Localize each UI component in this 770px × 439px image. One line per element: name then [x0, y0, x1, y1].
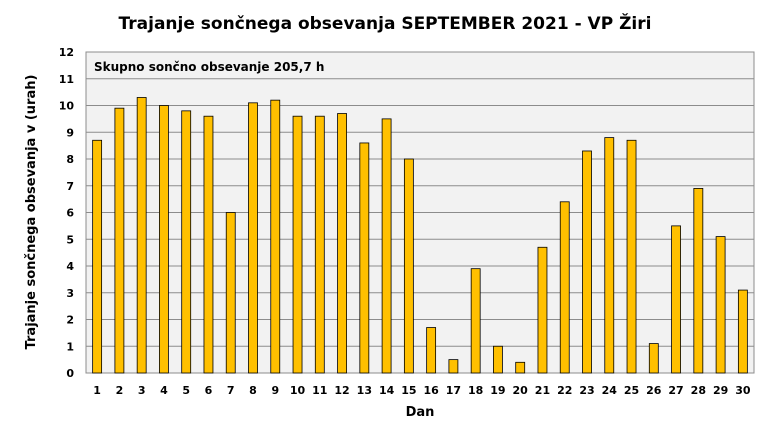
x-tick-label: 2: [116, 384, 124, 397]
y-tick-label: 12: [59, 46, 74, 59]
bar-day-30: [737, 289, 748, 374]
bar-day-8: [248, 102, 258, 374]
y-tick-label: 0: [66, 367, 74, 380]
x-tick-label: 11: [312, 384, 327, 397]
y-tick-label: 9: [66, 126, 74, 139]
total-annotation: Skupno sončno obsevanje 205,7 h: [94, 60, 324, 74]
bar-day-20: [515, 361, 526, 374]
x-tick-label: 24: [602, 384, 618, 397]
bars: [92, 97, 748, 374]
bar-day-5: [181, 110, 192, 374]
bar-day-3: [136, 97, 147, 374]
bar-day-15: [403, 158, 414, 374]
bar-day-7: [225, 212, 236, 374]
bar-day-1: [92, 139, 103, 374]
x-tick-label: 9: [271, 384, 279, 397]
x-tick-label: 4: [160, 384, 168, 397]
bar-day-18: [470, 268, 481, 374]
bar-day-26: [648, 343, 659, 374]
bar-day-23: [582, 150, 592, 374]
bar-day-19: [493, 345, 503, 374]
bar-day-10: [292, 115, 303, 374]
x-tick-label: 16: [423, 384, 439, 397]
bar-day-12: [337, 113, 347, 374]
y-tick-label: 5: [66, 233, 74, 246]
x-tick-label: 30: [735, 384, 751, 397]
x-tick-label: 22: [557, 384, 572, 397]
y-axis-label: Trajanje sončnega obsevanja v (urah): [24, 75, 39, 350]
x-tick-label: 21: [535, 384, 550, 397]
bar-day-25: [626, 139, 637, 374]
y-tick-label: 11: [59, 73, 74, 86]
y-tick-label: 4: [66, 260, 74, 273]
y-tick-label: 3: [66, 287, 74, 300]
bar-day-9: [270, 99, 281, 374]
bar-day-16: [426, 327, 437, 374]
x-tick-label: 15: [401, 384, 416, 397]
bar-day-22: [559, 201, 570, 374]
x-tick-label: 10: [290, 384, 306, 397]
bar-day-17: [448, 359, 459, 374]
chart-title: Trajanje sončnega obsevanja SEPTEMBER 20…: [119, 12, 652, 34]
x-tick-label: 6: [205, 384, 213, 397]
bar-day-28: [693, 188, 704, 374]
bar-day-14: [381, 118, 392, 374]
gridlines: [86, 78, 754, 347]
x-tick-label: 7: [227, 384, 235, 397]
bar-day-29: [715, 236, 726, 374]
bar-day-2: [114, 107, 125, 374]
y-tick-label: 1: [66, 340, 74, 353]
bar-day-11: [314, 115, 325, 374]
y-tick-label: 8: [66, 153, 74, 166]
x-tick-label: 3: [138, 384, 146, 397]
y-tick-label: 10: [59, 100, 75, 113]
bar-day-6: [203, 115, 214, 374]
bar-day-13: [359, 142, 370, 374]
x-tick-label: 29: [713, 384, 728, 397]
x-tick-label: 13: [357, 384, 372, 397]
x-tick-label: 27: [668, 384, 683, 397]
y-tick-label: 7: [66, 180, 74, 193]
x-tick-label: 8: [249, 384, 257, 397]
x-axis-ticks: 1 2 3 4 5 6 7 8 9 10 11 12 13 14 15 16 17 18 19 20 21 22 23 24 2…: [93, 384, 751, 397]
bar-day-21: [537, 246, 548, 374]
y-tick-label: 2: [66, 314, 74, 327]
x-tick-label: 20: [513, 384, 529, 397]
x-tick-label: 28: [691, 384, 706, 397]
x-tick-label: 5: [182, 384, 190, 397]
x-tick-label: 14: [379, 384, 395, 397]
bar-day-4: [159, 105, 169, 374]
bar-day-27: [671, 225, 681, 374]
bar-day-24: [604, 137, 615, 374]
x-tick-label: 23: [579, 384, 594, 397]
x-tick-label: 12: [334, 384, 349, 397]
x-axis-label: Dan: [406, 405, 435, 420]
y-tick-label: 6: [66, 207, 74, 220]
x-tick-label: 17: [446, 384, 461, 397]
x-tick-label: 26: [646, 384, 662, 397]
x-tick-label: 19: [490, 384, 505, 397]
x-tick-label: 25: [624, 384, 639, 397]
x-tick-label: 18: [468, 384, 483, 397]
x-tick-label: 1: [93, 384, 101, 397]
